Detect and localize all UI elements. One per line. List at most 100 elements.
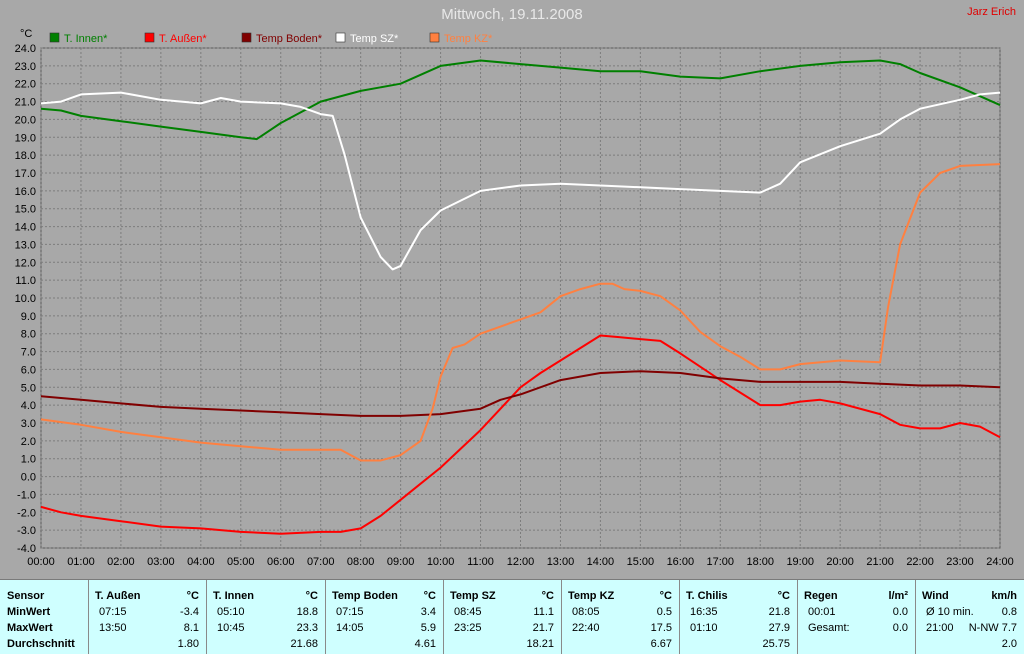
series-line [40,370,1001,417]
y-tick-label: 22.0 [15,79,36,91]
stats-min-time: 07:15 [336,606,364,618]
y-tick-label: -1.0 [17,489,36,501]
author-label: Jarz Erich [967,6,1016,18]
legend-entry: T. Innen* [64,33,108,45]
stats-max-value: 23.3 [296,622,318,634]
legend-swatch [429,32,440,43]
stats-avg-value: 25.75 [762,638,790,650]
stats-min-time: 05:10 [217,606,245,618]
x-tick-label: 01:00 [67,556,95,568]
stats-min-time: 16:35 [690,606,718,618]
x-tick-label: 22:00 [906,556,934,568]
stats-column: Temp Boden °C 07:15 3.4 14:05 5.9 4.61 [325,580,444,654]
chart-title: Mittwoch, 19.11.2008 [441,6,583,23]
y-tick-label: 3.0 [21,418,36,430]
x-tick-label: 02:00 [107,556,135,568]
stats-min-value: 0.5 [656,606,672,618]
x-tick-label: 24:00 [986,556,1014,568]
x-tick-label: 03:00 [147,556,175,568]
legend-swatch [144,32,155,43]
y-tick-label: 21.0 [15,97,36,109]
y-tick-label: 4.0 [21,400,36,412]
y-tick-label: 0.0 [21,472,36,484]
stats-column: Wind km/h Ø 10 min. 0.8 21:00 N-NW 7.7 2.0 [915,580,1024,654]
stats-avg-value: 21.68 [290,638,318,650]
max-label: MaxWert [7,622,53,634]
series-line [40,163,1001,462]
x-tick-label: 11:00 [467,556,494,568]
stats-panel: Sensor MinWert MaxWert Durchschnitt T. A… [0,579,1024,654]
y-tick-label: 7.0 [21,347,36,359]
series-line [40,59,1001,141]
stats-sensor-name: T. Chilis [686,590,728,602]
stats-min-value: 3.4 [420,606,436,618]
legend-entry: Temp KZ* [444,33,493,45]
stats-avg-value: 6.67 [650,638,672,650]
y-tick-label: 11.0 [15,275,36,287]
y-tick-label: 14.0 [15,222,36,234]
stats-max-time: 23:25 [454,622,482,634]
series-line [40,334,1001,535]
stats-min-value: 18.8 [296,606,318,618]
x-tick-label: 06:00 [267,556,295,568]
stats-avg-value: 18.21 [526,638,554,650]
min-label: MinWert [7,606,51,618]
y-tick-label: 9.0 [21,311,36,323]
sensor-header: Sensor [7,590,45,602]
legend-entry: Temp SZ* [350,33,399,45]
stats-avg-value: 2.0 [1001,638,1017,650]
stats-column: T. Innen °C 05:10 18.8 10:45 23.3 21.68 [206,580,326,654]
stats-min-value: 21.8 [768,606,790,618]
y-tick-label: 17.0 [15,168,36,180]
y-tick-label: 19.0 [15,132,36,144]
legend-swatch [241,32,252,43]
y-axis-label: °C [20,28,32,40]
x-tick-label: 17:00 [707,556,735,568]
stats-sensor-column: Sensor MinWert MaxWert Durchschnitt [0,580,89,654]
stats-column: T. Chilis °C 16:35 21.8 01:10 27.9 25.75 [679,580,798,654]
stats-sensor-name: Temp KZ [568,590,615,602]
stats-max-time: 10:45 [217,622,245,634]
legend-swatch [49,32,60,43]
stats-unit: km/h [991,590,1017,602]
x-tick-label: 18:00 [746,556,774,568]
stats-sensor-name: Regen [804,590,838,602]
y-tick-label: -2.0 [17,507,36,519]
x-tick-label: 15:00 [627,556,655,568]
stats-min-value: 0.0 [892,606,908,618]
x-tick-label: 08:00 [347,556,375,568]
x-tick-label: 05:00 [227,556,255,568]
x-tick-label: 21:00 [866,556,894,568]
x-tick-label: 10:00 [427,556,455,568]
y-tick-label: 5.0 [21,382,36,394]
x-tick-label: 00:00 [27,556,55,568]
stats-max-time: 14:05 [336,622,364,634]
x-tick-label: 12:00 [507,556,535,568]
stats-unit: °C [305,590,318,602]
stats-sensor-name: Temp Boden [332,590,398,602]
y-tick-label: 16.0 [15,186,36,198]
stats-column: T. Außen °C 07:15 -3.4 13:50 8.1 1.80 [88,580,207,654]
y-tick-label: -3.0 [17,525,36,537]
stats-column: Regen l/m² 00:01 0.0 Gesamt: 0.0 [797,580,916,654]
stats-column: Temp SZ °C 08:45 11.1 23:25 21.7 18.21 [443,580,562,654]
stats-column: Temp KZ °C 08:05 0.5 22:40 17.5 6.67 [561,580,680,654]
stats-max-time: 21:00 [926,622,954,634]
stats-unit: °C [659,590,672,602]
y-tick-label: 6.0 [21,364,36,376]
y-tick-label: 24.0 [15,43,36,55]
stats-min-time: Ø 10 min. [926,606,974,618]
legend-entry: Temp Boden* [256,33,323,45]
y-tick-label: 10.0 [15,293,36,305]
temperature-chart: 24.0 23.0 22.0 21.0 20.0 19.0 18.0 17.0 16.0 15.0… [15,28,1014,568]
stats-max-value: 5.9 [420,622,436,634]
stats-max-value: 8.1 [183,622,199,634]
stats-max-value: 27.9 [768,622,790,634]
y-tick-label: 15.0 [15,204,36,216]
stats-unit: °C [423,590,436,602]
y-tick-label: 18.0 [15,150,36,162]
stats-sensor-name: T. Innen [213,590,254,602]
stats-max-value: 0.0 [892,622,908,634]
stats-unit: l/m² [888,590,908,602]
stats-avg-value: 4.61 [414,638,436,650]
